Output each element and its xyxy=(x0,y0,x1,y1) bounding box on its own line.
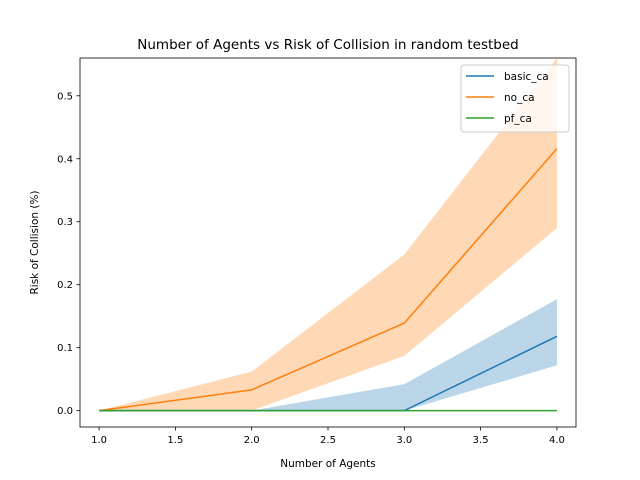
legend: basic_ca no_ca pf_ca xyxy=(460,64,570,133)
y-tick-label: 0.2 xyxy=(57,280,73,291)
series-line-no_ca xyxy=(98,148,558,412)
legend-label-no_ca: no_ca xyxy=(504,92,535,104)
x-tick-label: 1.5 xyxy=(167,435,183,446)
x-axis-label: Number of Agents xyxy=(280,458,376,470)
x-tick-label: 1.0 xyxy=(91,435,107,446)
legend-label-basic_ca: basic_ca xyxy=(504,71,549,83)
y-tick-label: 0.0 xyxy=(57,406,73,417)
legend-label-pf_ca: pf_ca xyxy=(504,113,532,125)
x-axis-ticks: 1.0 1.5 2.0 2.5 3.0 3.5 4.0 xyxy=(91,427,565,446)
legend-box xyxy=(460,64,570,133)
confidence-bands xyxy=(99,58,557,411)
x-tick-label: 3.0 xyxy=(396,435,412,446)
band-basic_ca xyxy=(99,299,557,411)
y-tick-label: 0.1 xyxy=(57,343,73,354)
y-axis-ticks: 0.0 0.1 0.2 0.3 0.4 0.5 xyxy=(57,91,80,417)
x-tick-label: 2.5 xyxy=(320,435,336,446)
x-tick-label: 3.5 xyxy=(473,435,489,446)
chart-title: Number of Agents vs Risk of Collision in… xyxy=(137,37,518,53)
x-tick-label: 4.0 xyxy=(549,435,565,446)
band-no_ca xyxy=(99,58,557,411)
y-tick-label: 0.5 xyxy=(57,91,73,102)
y-tick-label: 0.4 xyxy=(57,154,73,165)
y-tick-label: 0.3 xyxy=(57,217,73,228)
series-lines xyxy=(98,148,558,412)
x-tick-label: 2.0 xyxy=(244,435,260,446)
y-axis-label: Risk of Collision (%) xyxy=(29,190,41,294)
